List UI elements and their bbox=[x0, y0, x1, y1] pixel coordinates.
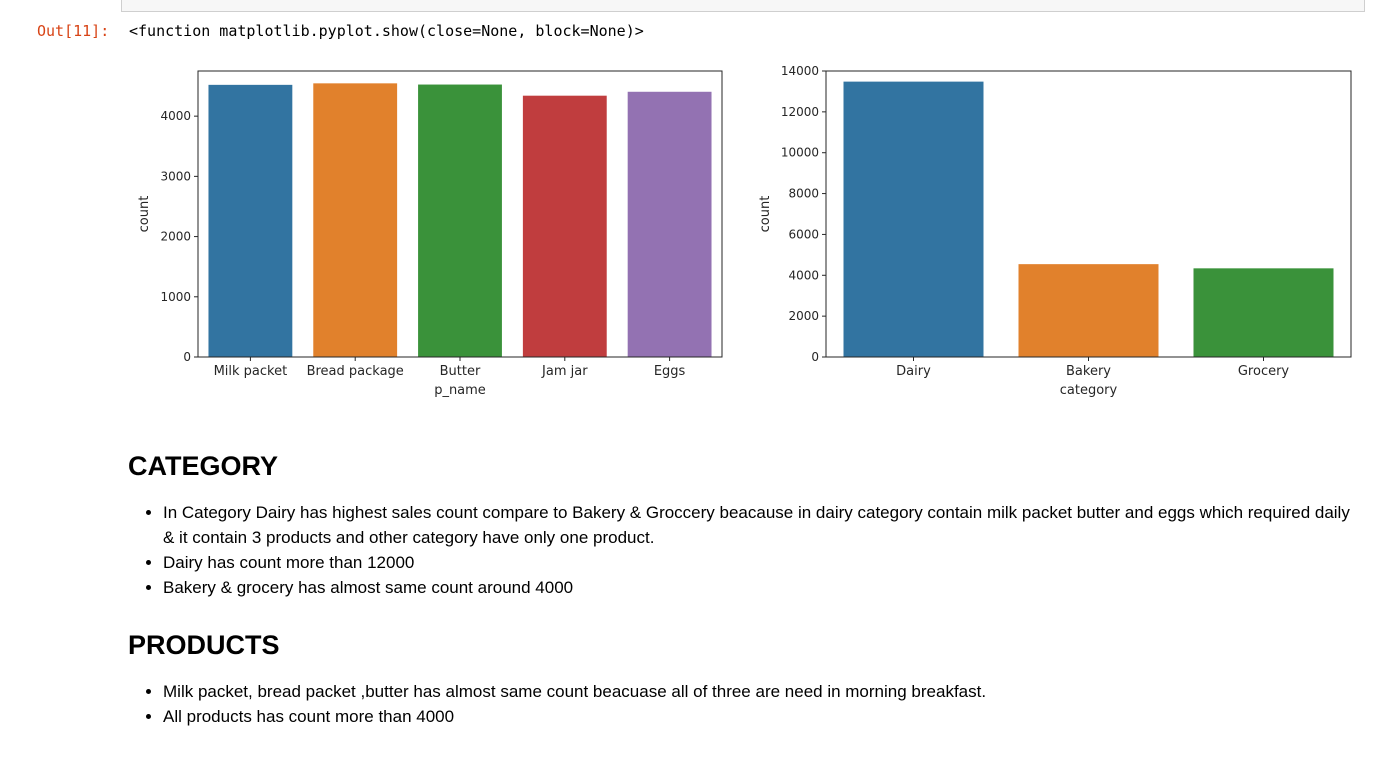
products-list: Milk packet, bread packet ,butter has al… bbox=[128, 679, 1358, 729]
list-item: Dairy has count more than 12000 bbox=[163, 550, 1358, 575]
bar-dairy bbox=[843, 81, 984, 357]
y-tick-label: 1000 bbox=[160, 290, 191, 304]
x-tick-label: Bakery bbox=[1066, 364, 1111, 379]
y-tick-label: 14000 bbox=[781, 64, 819, 78]
output-prompt: Out[11]: bbox=[37, 22, 110, 40]
y-axis-label: count bbox=[758, 196, 773, 233]
bar-jam-jar bbox=[522, 95, 607, 358]
plot-frame bbox=[825, 70, 1352, 358]
list-item: All products has count more than 4000 bbox=[163, 704, 1358, 729]
bar-grocery bbox=[1193, 268, 1334, 357]
x-tick-label: Jam jar bbox=[541, 364, 588, 379]
previous-input-cell[interactable] bbox=[121, 0, 1365, 12]
list-item: Bakery & grocery has almost same count a… bbox=[163, 575, 1358, 600]
x-tick-label: Milk packet bbox=[214, 364, 288, 379]
y-tick-label: 0 bbox=[811, 350, 819, 364]
bar-eggs bbox=[627, 91, 712, 357]
x-tick-label: Butter bbox=[440, 364, 481, 379]
output-text: <function matplotlib.pyplot.show(close=N… bbox=[129, 22, 644, 40]
products-section: PRODUCTS Milk packet, bread packet ,butt… bbox=[128, 630, 1358, 729]
x-tick-label: Bread package bbox=[307, 364, 404, 379]
x-tick-label: Grocery bbox=[1238, 364, 1290, 379]
bar-butter bbox=[418, 84, 502, 358]
bar-bread-package bbox=[313, 83, 398, 358]
plot-frame bbox=[197, 70, 723, 358]
bar-milk-packet bbox=[208, 84, 293, 357]
y-tick-label: 6000 bbox=[788, 227, 819, 241]
y-tick-label: 0 bbox=[183, 350, 191, 364]
bar-charts-figure: Milk packet Bread package Butter Jam jar Egg… bbox=[137, 64, 1352, 398]
bar-bakery bbox=[1018, 264, 1159, 357]
list-item: In Category Dairy has highest sales coun… bbox=[163, 500, 1358, 550]
y-tick-label: 4000 bbox=[160, 109, 191, 123]
category-section: CATEGORY In Category Dairy has highest s… bbox=[128, 451, 1358, 600]
y-tick-label: 12000 bbox=[781, 105, 819, 119]
y-tick-label: 2000 bbox=[788, 309, 819, 323]
y-axis-label: count bbox=[137, 196, 152, 233]
y-tick-label: 4000 bbox=[788, 268, 819, 282]
y-tick-label: 2000 bbox=[160, 230, 191, 244]
y-tick-label: 3000 bbox=[160, 169, 191, 183]
x-tick-label: Eggs bbox=[654, 364, 686, 379]
list-item: Milk packet, bread packet ,butter has al… bbox=[163, 679, 1358, 704]
products-heading: PRODUCTS bbox=[128, 630, 280, 660]
y-tick-label: 8000 bbox=[788, 187, 819, 201]
y-tick-label: 10000 bbox=[781, 146, 819, 160]
category-list: In Category Dairy has highest sales coun… bbox=[128, 500, 1358, 600]
x-tick-label: Dairy bbox=[896, 364, 931, 379]
category-heading: CATEGORY bbox=[128, 451, 279, 481]
x-axis-label: category bbox=[1060, 383, 1118, 398]
x-axis-label: p_name bbox=[434, 383, 486, 398]
